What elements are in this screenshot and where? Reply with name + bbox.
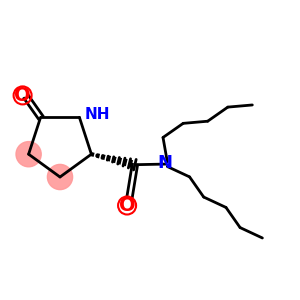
Text: NH: NH [85, 107, 110, 122]
Circle shape [16, 142, 41, 167]
Text: O: O [119, 196, 135, 215]
Text: O: O [14, 86, 31, 105]
Text: N: N [158, 154, 172, 172]
Circle shape [47, 164, 73, 190]
